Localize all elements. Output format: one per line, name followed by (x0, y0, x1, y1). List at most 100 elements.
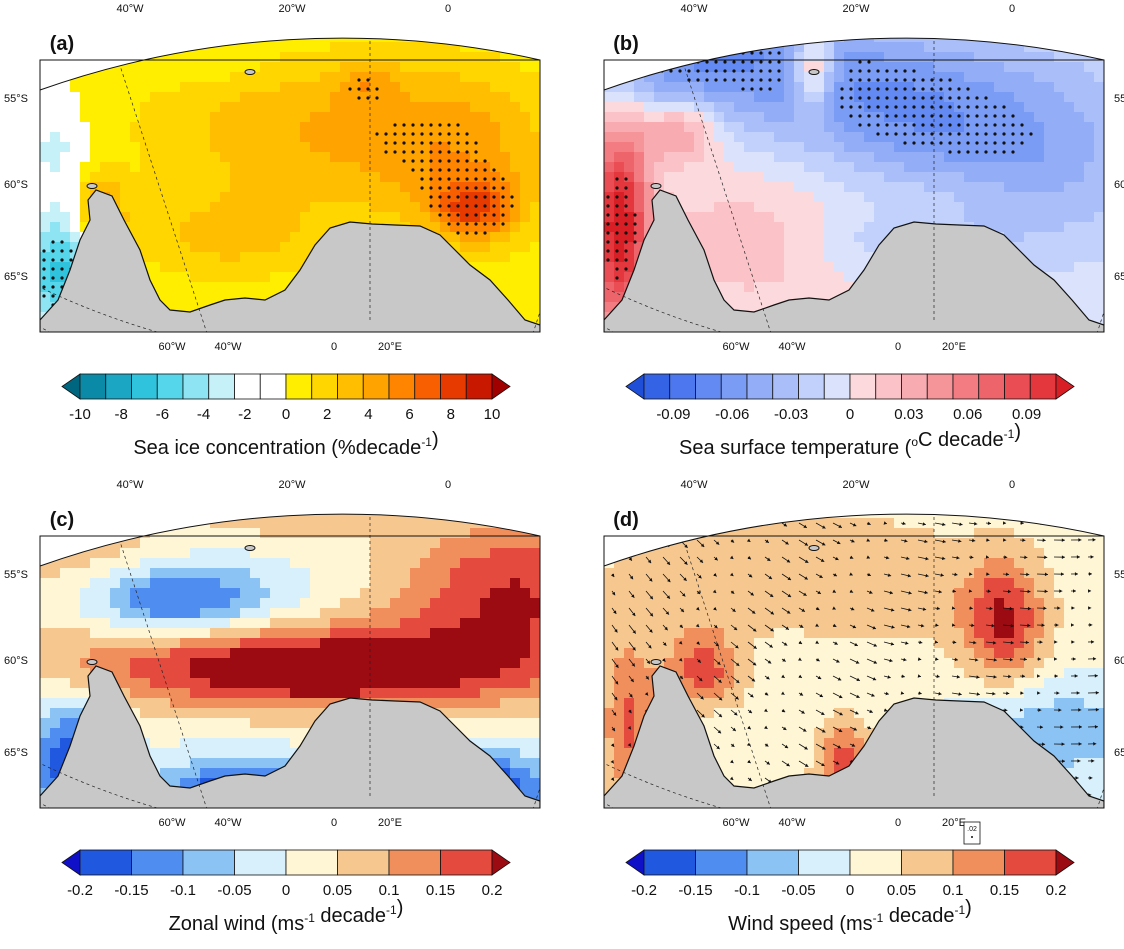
field-cell (904, 52, 915, 63)
significance-dot (411, 132, 415, 136)
field-cell (664, 92, 675, 103)
field-cell (704, 242, 715, 253)
field-cell (80, 202, 91, 213)
field-cell (460, 578, 471, 589)
field-cell (924, 142, 935, 153)
field-cell (220, 132, 231, 143)
field-cell (714, 22, 725, 33)
bottom-lon-label: 40°W (214, 341, 242, 353)
field-cell (220, 608, 231, 619)
field-cell (150, 22, 161, 33)
field-cell (480, 588, 491, 599)
significance-dot (867, 114, 871, 118)
field-cell (420, 518, 431, 529)
field-cell (80, 72, 91, 83)
field-cell (150, 72, 161, 83)
field-cell (1014, 52, 1025, 63)
field-cell (140, 658, 151, 669)
field-cell (200, 758, 211, 769)
field-cell (180, 748, 191, 759)
field-cell (500, 242, 511, 253)
field-cell (734, 192, 745, 203)
field-cell (704, 142, 715, 153)
field-cell (150, 568, 161, 579)
significance-dot (1002, 114, 1006, 118)
field-cell (50, 22, 61, 33)
field-cell (190, 514, 201, 519)
field-cell (80, 668, 91, 679)
field-cell (270, 688, 281, 699)
field-cell (270, 202, 281, 213)
field-cell (634, 232, 645, 243)
field-cell (280, 222, 291, 233)
field-cell (440, 192, 451, 203)
field-cell (704, 222, 715, 233)
field-cell (734, 38, 745, 43)
field-cell (60, 648, 71, 659)
field-cell (614, 192, 625, 203)
field-cell (530, 52, 540, 63)
field-cell (430, 162, 441, 173)
field-cell (814, 42, 825, 53)
field-cell (854, 52, 865, 63)
field-cell (490, 668, 501, 679)
significance-dot (759, 69, 763, 73)
field-cell (520, 38, 531, 43)
field-cell (270, 578, 281, 589)
field-cell (500, 212, 511, 223)
significance-dot (678, 69, 682, 73)
field-cell (984, 212, 995, 223)
field-cell (1084, 312, 1095, 323)
field-cell (734, 242, 745, 253)
field-cell (160, 638, 171, 649)
field-cell (874, 122, 885, 133)
field-cell (170, 638, 181, 649)
field-cell (1024, 232, 1035, 243)
significance-dot (606, 195, 610, 199)
field-cell (220, 598, 231, 609)
colorbar-swatch (952, 373, 980, 400)
field-cell (160, 648, 171, 659)
significance-dot (741, 24, 744, 27)
field-cell (470, 38, 481, 43)
significance-dot (465, 222, 469, 226)
field-cell (220, 738, 231, 749)
significance-dot (723, 33, 726, 36)
field-cell (260, 668, 271, 679)
field-cell (300, 698, 311, 709)
field-cell (370, 152, 381, 163)
field-cell (260, 498, 271, 509)
top-lon-label: 40°W (680, 3, 708, 15)
field-cell (260, 628, 271, 639)
field-cell (704, 132, 715, 143)
field-cell (110, 72, 121, 83)
field-cell (714, 272, 725, 283)
field-cell (794, 132, 805, 143)
field-cell (290, 72, 301, 83)
field-cell (270, 568, 281, 579)
field-cell (500, 102, 511, 113)
field-cell (1064, 62, 1075, 73)
field-cell (310, 658, 321, 669)
field-cell (684, 62, 695, 73)
field-cell (734, 262, 745, 273)
field-cell (440, 102, 451, 113)
significance-dot (912, 69, 916, 73)
field-cell (60, 262, 71, 273)
field-cell (130, 202, 141, 213)
field-cell (50, 668, 61, 679)
field-cell (360, 648, 371, 659)
field-cell (884, 112, 895, 123)
field-cell (50, 748, 61, 759)
field-cell (904, 112, 915, 123)
field-cell (624, 202, 635, 213)
field-cell (330, 538, 341, 549)
field-cell (300, 142, 311, 153)
field-cell (480, 232, 491, 243)
significance-dot (429, 177, 433, 181)
field-cell (270, 182, 281, 193)
significance-dot (705, 42, 709, 46)
field-cell (994, 38, 1005, 43)
field-cell (894, 172, 905, 183)
field-cell (510, 668, 521, 679)
